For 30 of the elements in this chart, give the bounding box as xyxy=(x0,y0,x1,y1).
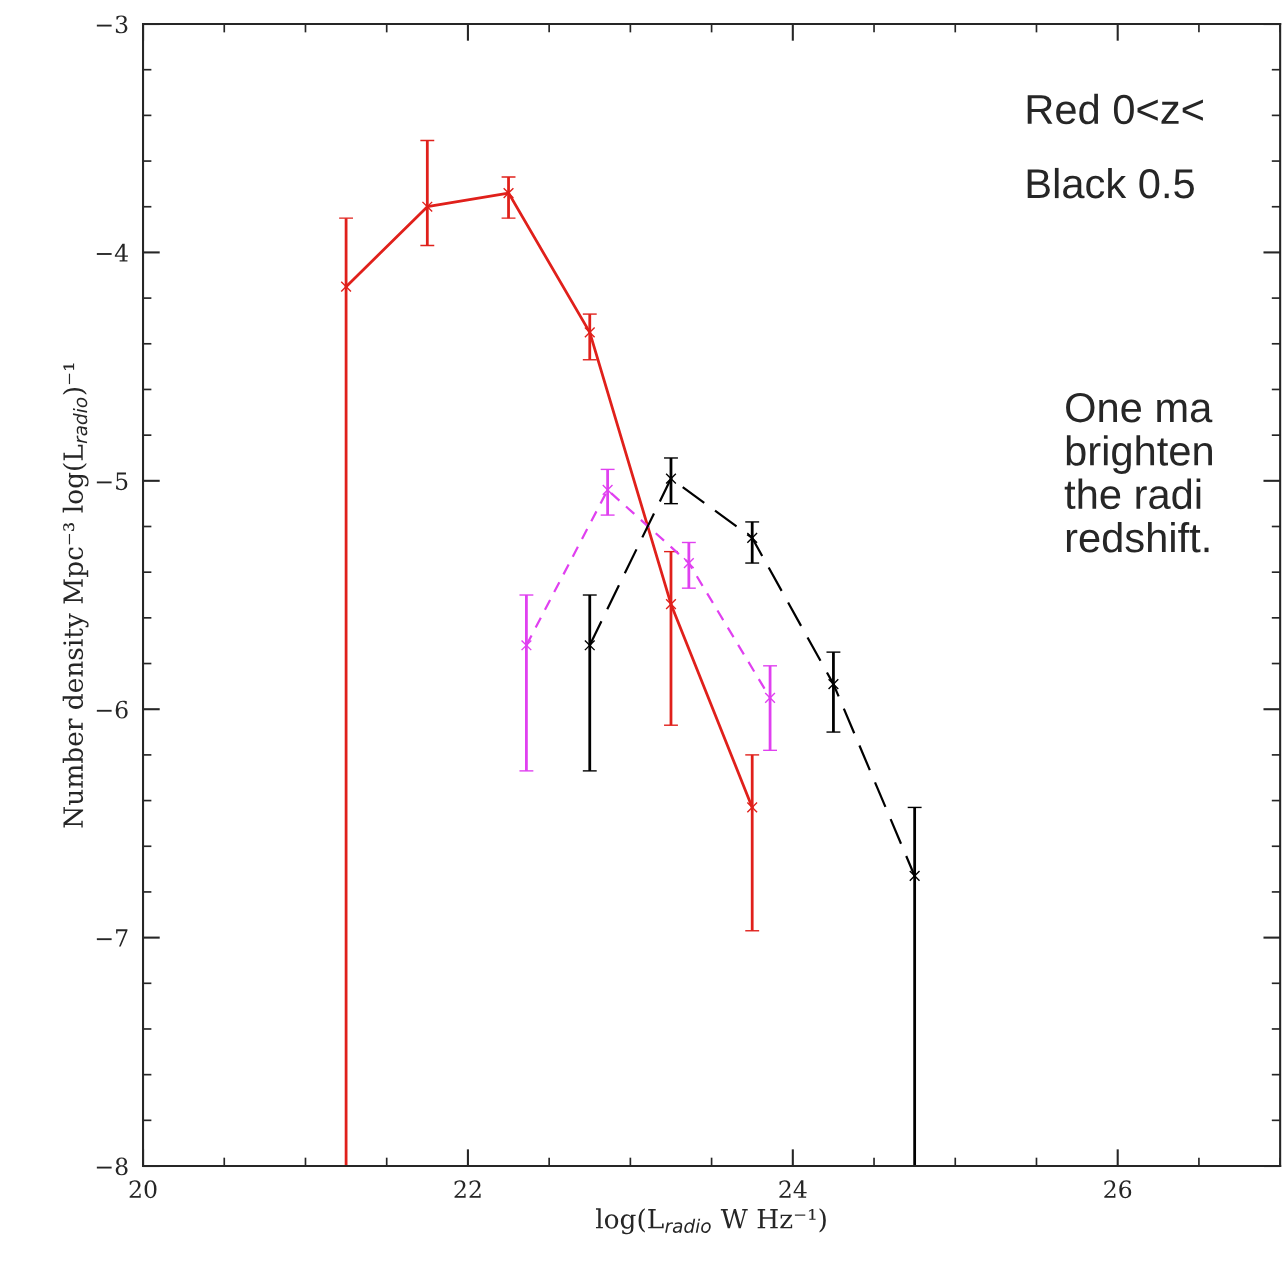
point xyxy=(665,598,677,610)
point xyxy=(584,326,596,338)
y-tick-label: −6 xyxy=(96,700,128,719)
point xyxy=(746,532,758,544)
annotation: One ma brighten the radi redshift. xyxy=(1064,392,1213,553)
point xyxy=(746,801,758,813)
x-tick-label: 24 xyxy=(779,1180,807,1198)
point xyxy=(421,201,433,213)
point xyxy=(909,870,921,882)
x-tick-label: 22 xyxy=(454,1180,481,1198)
point xyxy=(764,692,776,704)
point xyxy=(340,281,352,293)
point xyxy=(502,187,515,199)
y-tick-label: −3 xyxy=(96,15,128,34)
point xyxy=(665,472,677,485)
y-tick-label: −8 xyxy=(96,1157,128,1176)
y-tick-label: −4 xyxy=(96,243,128,262)
point xyxy=(584,639,596,651)
y-axis-title: Number density Mpc⁻³ log(L$_{radio}$)⁻¹ xyxy=(62,363,89,828)
point xyxy=(520,639,532,651)
point xyxy=(827,678,839,690)
x-tick-label: 26 xyxy=(1104,1180,1132,1199)
annotation: Black 0.5 xyxy=(1027,167,1194,199)
y-tick-label: −5 xyxy=(96,472,128,491)
point xyxy=(602,484,614,496)
x-tick-label: 20 xyxy=(129,1180,157,1199)
x-axis-title: log(L$_{radio}$ W Hz⁻¹) xyxy=(595,1208,826,1235)
point xyxy=(683,557,695,569)
y-tick-label: −7 xyxy=(96,929,128,947)
annotation: Red 0<z< xyxy=(1027,93,1203,125)
